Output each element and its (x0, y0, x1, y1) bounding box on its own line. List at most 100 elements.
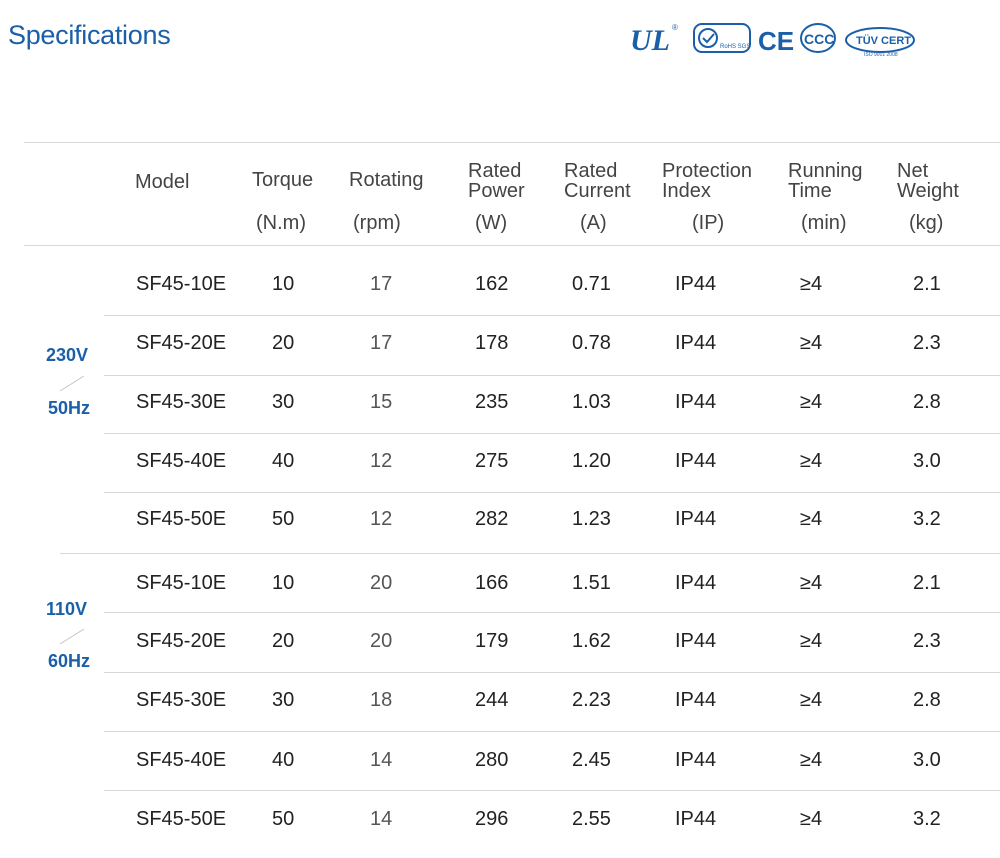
cell-current: 2.45 (572, 749, 611, 771)
svg-text:UL: UL (630, 24, 670, 57)
rohs-sgs-icon: RoHS SGS (693, 23, 751, 53)
row-divider (104, 672, 1000, 673)
cell-power: 166 (475, 572, 509, 594)
ul-mark-icon: UL ® (630, 23, 678, 57)
ccc-mark-icon: CCC (800, 23, 836, 53)
cell-model: SF45-10E (136, 273, 227, 295)
header-power-line2: Power (468, 180, 525, 202)
cell-torque: 40 (272, 450, 295, 472)
cell-power: 235 (475, 391, 509, 413)
cell-net-weight: 3.2 (913, 508, 941, 530)
group-frequency-label: 60Hz (48, 651, 91, 671)
cell-current: 0.78 (572, 332, 611, 354)
cell-rotating: 14 (370, 808, 393, 830)
cell-power: 179 (475, 630, 509, 652)
cell-power: 280 (475, 749, 509, 771)
cell-protection: IP44 (675, 689, 717, 711)
cell-model: SF45-30E (136, 689, 227, 711)
cell-torque: 20 (272, 630, 295, 652)
header-rotating-unit: (rpm) (353, 212, 401, 234)
cell-rotating: 12 (370, 508, 393, 530)
cell-net-weight: 2.1 (913, 572, 941, 594)
header-running-unit: (min) (801, 212, 847, 234)
svg-text:CCC: CCC (804, 31, 834, 47)
header-current-line2: Current (564, 180, 631, 202)
group-voltage-label: 110V (46, 599, 88, 619)
cell-rotating: 15 (370, 391, 393, 413)
row-divider (104, 375, 1000, 376)
cell-model: SF45-10E (136, 572, 227, 594)
cell-net-weight: 3.0 (913, 749, 941, 771)
row-divider (104, 492, 1000, 493)
row-divider (104, 612, 1000, 613)
header-protection-line2: Index (662, 180, 711, 202)
cell-current: 1.23 (572, 508, 611, 530)
header-current-line1: Rated (564, 160, 618, 182)
cell-rotating: 17 (370, 332, 393, 354)
cell-current: 1.51 (572, 572, 611, 594)
cell-protection: IP44 (675, 450, 717, 472)
header-torque-unit: (N.m) (256, 212, 306, 234)
cell-model: SF45-50E (136, 508, 227, 530)
cell-model: SF45-50E (136, 808, 227, 830)
cell-model: SF45-30E (136, 391, 227, 413)
cell-power: 296 (475, 808, 509, 830)
svg-text:RoHS SGS: RoHS SGS (720, 44, 750, 50)
cell-rotating: 20 (370, 630, 393, 652)
cell-power: 275 (475, 450, 509, 472)
cell-rotating: 12 (370, 450, 393, 472)
tuv-cert-icon: TÜV CERT ISO 9001 2008 (845, 27, 915, 58)
cell-current: 1.20 (572, 450, 611, 472)
cell-rotating: 17 (370, 273, 393, 295)
ce-mark-icon: CE (758, 26, 794, 56)
svg-text:CE: CE (758, 26, 794, 56)
cell-protection: IP44 (675, 332, 717, 354)
header-torque: Torque (252, 169, 314, 191)
group-slash-divider (59, 628, 85, 645)
cell-torque: 20 (272, 332, 295, 354)
svg-text:®: ® (672, 23, 678, 32)
cell-net-weight: 2.8 (913, 689, 941, 711)
group-divider (60, 553, 1000, 554)
svg-text:ISO 9001 2008: ISO 9001 2008 (864, 52, 898, 58)
cell-running-time: ≥4 (800, 391, 823, 413)
header-power-line1: Rated (468, 160, 522, 182)
cell-model: SF45-40E (136, 450, 227, 472)
row-divider (104, 790, 1000, 791)
header-current-unit: (A) (580, 212, 607, 234)
header-power-unit: (W) (475, 212, 508, 234)
cell-running-time: ≥4 (800, 630, 823, 652)
cell-protection: IP44 (675, 749, 717, 771)
cell-current: 2.55 (572, 808, 611, 830)
header-running-line2: Time (788, 180, 832, 202)
group-frequency-label: 50Hz (48, 398, 91, 418)
group-voltage-label: 230V (46, 345, 89, 365)
cell-net-weight: 3.2 (913, 808, 941, 830)
cell-current: 0.71 (572, 273, 611, 295)
cell-running-time: ≥4 (800, 332, 823, 354)
cell-protection: IP44 (675, 630, 717, 652)
cell-torque: 50 (272, 808, 295, 830)
header-protection-line1: Protection (662, 160, 753, 182)
cell-model: SF45-20E (136, 630, 227, 652)
cell-rotating: 20 (370, 572, 393, 594)
row-divider (104, 731, 1000, 732)
cell-power: 244 (475, 689, 509, 711)
cell-torque: 30 (272, 391, 295, 413)
cell-torque: 10 (272, 572, 295, 594)
page-title: Specifications (8, 20, 171, 50)
cell-running-time: ≥4 (800, 749, 823, 771)
header-running-line1: Running (788, 160, 863, 182)
cell-power: 162 (475, 273, 509, 295)
cell-torque: 40 (272, 749, 295, 771)
header-weight-line1: Net (897, 160, 929, 182)
cell-net-weight: 3.0 (913, 450, 941, 472)
cell-power: 178 (475, 332, 509, 354)
cell-net-weight: 2.1 (913, 273, 941, 295)
certification-logos-svg: UL ® RoHS SGS CE CCC TÜV CERT ISO 9001 2… (630, 23, 915, 58)
cell-torque: 30 (272, 689, 295, 711)
cell-current: 1.62 (572, 630, 611, 652)
header-model: Model (135, 171, 190, 193)
header-weight-line2: Weight (897, 180, 959, 202)
header-bottom-rule (24, 245, 1000, 246)
